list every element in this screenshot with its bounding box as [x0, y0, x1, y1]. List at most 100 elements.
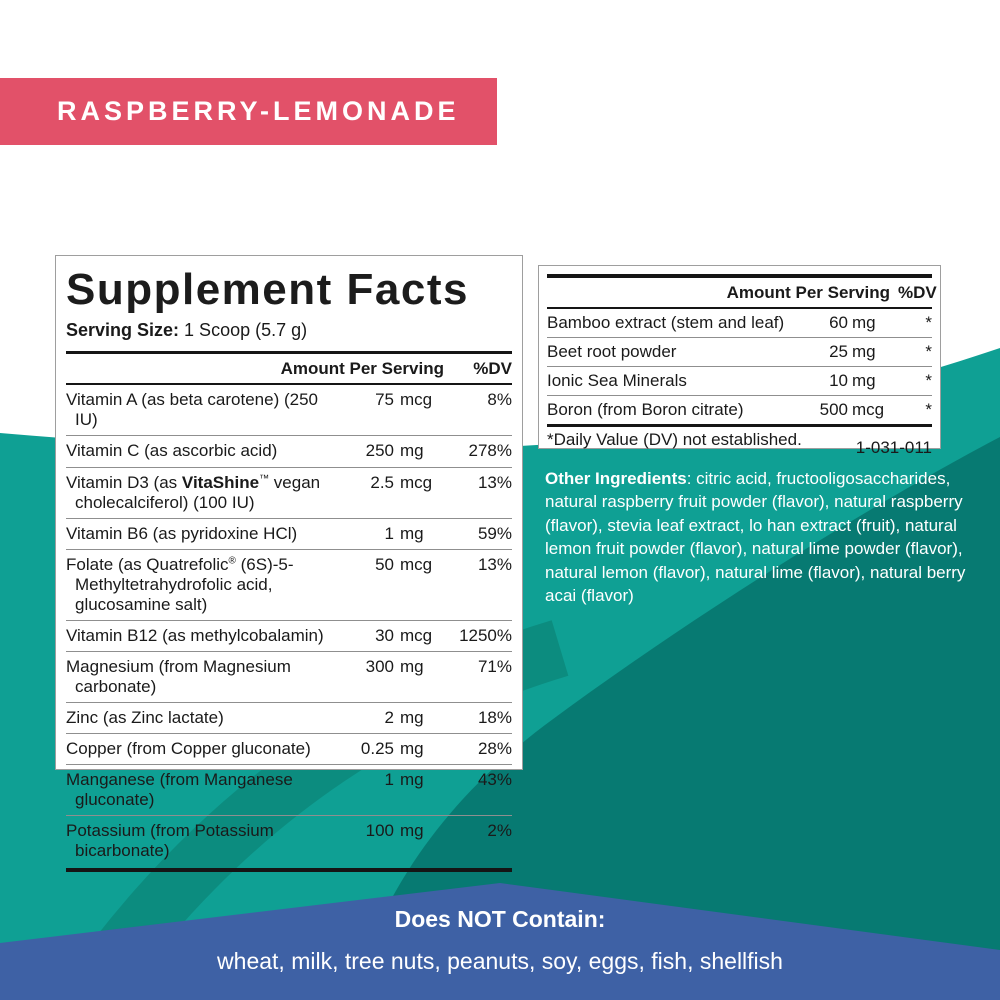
- amount-unit: mcg: [400, 625, 433, 645]
- daily-value: 2%: [487, 821, 512, 841]
- ingredient-row: Vitamin B6 (as pyridoxine HCl) 1 mg 59%: [66, 517, 512, 549]
- amount-unit: mg: [852, 370, 876, 390]
- amount-value: 50: [375, 554, 394, 574]
- amount-unit: mcg: [400, 472, 433, 492]
- column-header-row: Amount Per Serving %DV: [547, 278, 937, 307]
- amount-unit: mg: [400, 707, 424, 727]
- dv-footnote: *Daily Value (DV) not established.: [547, 430, 802, 450]
- ingredient-row: Vitamin D3 (as VitaShine™ vegan cholecal…: [66, 466, 512, 518]
- daily-value: 71%: [477, 656, 512, 676]
- amount-value: 25: [829, 341, 848, 361]
- amount-unit: mg: [400, 821, 424, 841]
- divider-thin: [66, 383, 512, 386]
- other-ingredients-text: : citric acid, fructooligosaccharides, n…: [545, 469, 966, 606]
- amount-unit: mg: [400, 770, 424, 790]
- daily-value: 13%: [477, 472, 512, 492]
- amount-column-header: Amount Per Serving: [280, 359, 444, 379]
- divider-thick: [66, 868, 512, 872]
- daily-value: *: [925, 370, 932, 390]
- divider-thick: [547, 274, 932, 278]
- ingredient-row: Vitamin C (as ascorbic acid) 250 mg 278%: [66, 435, 512, 466]
- daily-value: 18%: [477, 707, 512, 727]
- amount-value: 250: [365, 441, 394, 461]
- daily-value: 8%: [487, 390, 512, 410]
- ingredient-name: Vitamin C (as ascorbic acid): [66, 441, 278, 461]
- serving-size: Serving Size: 1 Scoop (5.7 g): [66, 320, 512, 341]
- divider-thick: [66, 350, 512, 355]
- ingredient-row: Manganese (from Manganese gluconate) 1 mg 4…: [66, 764, 512, 815]
- amount-value: 2: [384, 707, 394, 727]
- amount-unit: mg: [400, 738, 424, 758]
- daily-value: 59%: [477, 523, 512, 543]
- daily-value: 28%: [477, 738, 512, 758]
- ingredient-name: Manganese (from Manganese gluconate): [66, 770, 293, 810]
- ingredient-row: Vitamin B12 (as methylcobalamin) 30 mcg 125…: [66, 619, 512, 651]
- ingredient-name: Vitamin B6 (as pyridoxine HCl): [66, 523, 298, 543]
- flavor-banner-label: RASPBERRY-LEMONADE: [57, 96, 460, 126]
- bottom-banner-shape: [0, 883, 1000, 1000]
- other-ingredients-label: Other Ingredients: [545, 469, 687, 488]
- ingredient-name: Copper (from Copper gluconate): [66, 738, 311, 758]
- ingredient-row: Ionic Sea Minerals 10 mg *: [547, 365, 932, 395]
- ingredient-name: Beet root powder: [547, 341, 677, 361]
- ingredient-row: Bamboo extract (stem and leaf) 60 mg *: [547, 309, 932, 337]
- daily-value: *: [925, 312, 932, 332]
- amount-unit: mcg: [852, 399, 885, 419]
- ingredient-row: Copper (from Copper gluconate) 0.25 mg 28%: [66, 732, 512, 764]
- amount-unit: mg: [400, 523, 424, 543]
- serving-size-label: Serving Size:: [66, 319, 180, 340]
- ingredient-name: Zinc (as Zinc lactate): [66, 707, 224, 727]
- amount-value: 2.5: [370, 472, 394, 492]
- dv-column-header: %DV: [898, 282, 937, 302]
- does-not-contain-heading: Does NOT Contain:: [394, 906, 606, 932]
- amount-value: 0.25: [360, 738, 394, 758]
- product-code: 1-031-011: [855, 438, 932, 458]
- ingredient-name: Vitamin D3 (as VitaShine™ vegan cholecal…: [66, 472, 321, 512]
- daily-value: 278%: [468, 441, 512, 461]
- amount-unit: mcg: [400, 390, 433, 410]
- daily-value: *: [925, 399, 932, 419]
- does-not-contain-items: wheat, milk, tree nuts, peanuts, soy, eg…: [217, 948, 783, 974]
- ingredient-row: Zinc (as Zinc lactate) 2 mg 18%: [66, 701, 512, 733]
- daily-value: 1250%: [459, 625, 512, 645]
- daily-value: *: [925, 341, 932, 361]
- amount-unit: mg: [852, 341, 876, 361]
- amount-value: 60: [829, 312, 848, 332]
- amount-unit: mg: [852, 312, 876, 332]
- serving-size-value: 1 Scoop (5.7 g): [179, 319, 308, 340]
- ingredient-rows: Bamboo extract (stem and leaf) 60 mg * Beet …: [547, 309, 932, 424]
- ingredient-name: Folate (as Quatrefolic® (6S)-5-Methyltet…: [66, 554, 294, 614]
- ingredient-name: Ionic Sea Minerals: [547, 370, 687, 390]
- amount-unit: mg: [400, 656, 424, 676]
- ingredient-row: Folate (as Quatrefolic® (6S)-5-Methyltet…: [66, 548, 512, 620]
- amount-value: 10: [829, 370, 848, 390]
- amount-column-header: Amount Per Serving: [726, 282, 890, 302]
- daily-value: 13%: [477, 554, 512, 574]
- ingredient-row: Boron (from Boron citrate) 500 mcg *: [547, 394, 932, 424]
- supplement-facts-title: Supplement Facts: [66, 265, 469, 314]
- secondary-facts-panel: Amount Per Serving %DV Bamboo extract (s…: [538, 265, 941, 457]
- amount-value: 500: [819, 399, 848, 419]
- ingredient-rows: Vitamin A (as beta carotene) (250 IU) 75 m…: [66, 385, 512, 866]
- daily-value: 43%: [477, 770, 512, 790]
- amount-value: 300: [365, 656, 394, 676]
- ingredient-row: Magnesium (from Magnesium carbonate) 300 m…: [66, 650, 512, 702]
- ingredient-name: Magnesium (from Magnesium carbonate): [66, 656, 291, 696]
- ingredient-name: Potassium (from Potassium bicarbonate): [66, 821, 274, 861]
- ingredient-name: Boron (from Boron citrate): [547, 399, 744, 419]
- amount-value: 1: [384, 770, 394, 790]
- amount-value: 1: [384, 523, 394, 543]
- ingredient-name: Vitamin A (as beta carotene) (250 IU): [66, 390, 319, 430]
- dark-teal-swoosh: [350, 437, 1000, 1000]
- panel-footer: *Daily Value (DV) not established. 1-031…: [547, 427, 932, 458]
- flavor-banner: RASPBERRY-LEMONADE: [0, 78, 497, 145]
- divider-thin: [547, 306, 932, 309]
- ingredient-row: Potassium (from Potassium bicarbonate) 10…: [66, 815, 512, 866]
- ingredient-row: Vitamin A (as beta carotene) (250 IU) 75 m…: [66, 385, 512, 435]
- amount-unit: mg: [400, 441, 424, 461]
- ingredient-name: Bamboo extract (stem and leaf): [547, 312, 785, 332]
- dv-column-header: %DV: [473, 359, 512, 379]
- amount-value: 75: [375, 390, 394, 410]
- amount-value: 100: [365, 821, 394, 841]
